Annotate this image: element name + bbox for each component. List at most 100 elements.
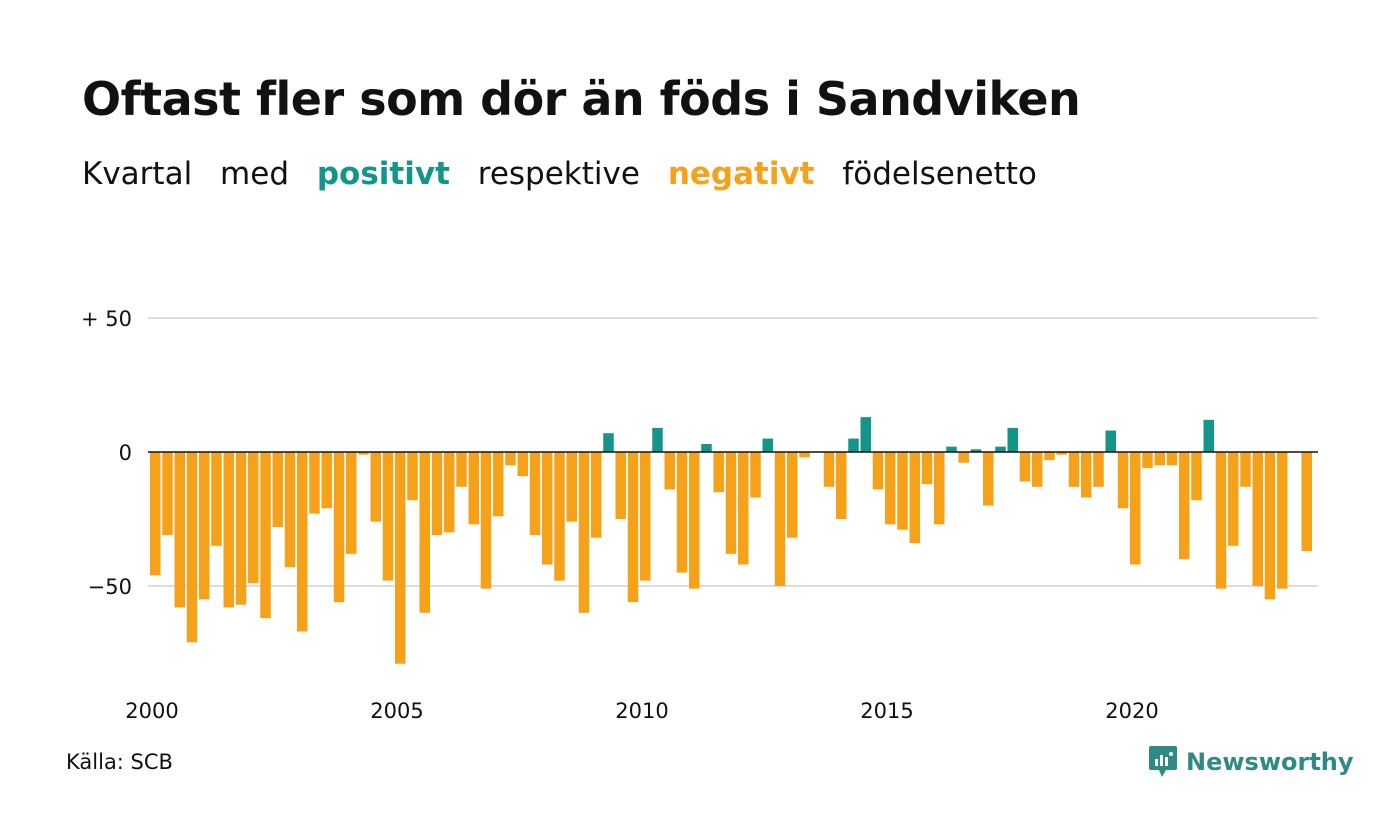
bar (284, 452, 296, 568)
y-tick-label: −50 (88, 575, 132, 599)
bar (1093, 452, 1104, 487)
bar (321, 452, 332, 509)
bar (676, 452, 688, 573)
bar (640, 452, 651, 581)
bar (848, 438, 859, 452)
bar (309, 452, 320, 514)
bar (1240, 452, 1251, 487)
bar (1032, 452, 1043, 487)
bar (1142, 452, 1153, 469)
bar (836, 452, 847, 519)
brand-logo: Newsworthy (1148, 744, 1354, 780)
y-tick-label: + 50 (81, 307, 132, 331)
bar (1191, 452, 1202, 501)
bar (431, 452, 443, 536)
bar (566, 452, 577, 522)
bar (199, 452, 210, 600)
bar (615, 452, 626, 519)
bar (909, 452, 920, 544)
bar (419, 452, 430, 613)
bar (186, 452, 198, 643)
bar (554, 452, 565, 581)
bar (493, 452, 504, 517)
bar (260, 452, 271, 619)
bar (468, 452, 479, 525)
bar (444, 452, 455, 533)
bar (333, 452, 345, 603)
bar (1117, 452, 1129, 509)
subtitle-negative-label: negativt (667, 156, 815, 192)
subtitle-word: respektive (477, 156, 640, 192)
bar (1179, 452, 1190, 560)
bar (885, 452, 896, 525)
bar (1228, 452, 1239, 546)
bar (787, 452, 798, 538)
subtitle-word: Kvartal (82, 156, 193, 192)
bar (1068, 452, 1080, 487)
bar (799, 452, 810, 458)
x-axis-ticks: 2000 2005 2010 2015 2020 (125, 699, 1158, 723)
bar (1215, 452, 1227, 589)
x-tick-label: 2010 (615, 699, 668, 723)
bar (382, 452, 394, 581)
bar (627, 452, 639, 603)
chart-title: Oftast fler som dör än föds i Sandviken (82, 72, 1081, 126)
bar (1105, 430, 1116, 452)
bar (995, 446, 1006, 452)
bar (517, 452, 528, 477)
x-tick-label: 2005 (370, 699, 423, 723)
bar (395, 452, 406, 664)
bar (958, 452, 969, 463)
bar (346, 452, 357, 554)
bar (1166, 452, 1178, 466)
bar (542, 452, 553, 565)
bar (578, 452, 590, 613)
bar (235, 452, 247, 605)
y-tick-label: 0 (119, 441, 132, 465)
bar (358, 452, 369, 455)
bar (1044, 452, 1055, 461)
bar (1301, 452, 1312, 552)
y-axis-ticks: + 50 0 −50 (81, 307, 132, 599)
bar (921, 452, 933, 485)
newsworthy-logo-icon (1149, 746, 1177, 777)
bar (174, 452, 185, 608)
bar (1019, 452, 1031, 482)
bar (652, 427, 663, 452)
bar (1081, 452, 1092, 498)
x-tick-label: 2000 (125, 699, 178, 723)
bar (162, 452, 173, 536)
bar (272, 452, 283, 528)
bar (223, 452, 234, 608)
bar (872, 452, 884, 490)
bar (750, 452, 761, 498)
bar (456, 452, 467, 487)
x-tick-label: 2015 (860, 699, 913, 723)
bar (762, 438, 773, 452)
bars (150, 417, 1312, 664)
bar (897, 452, 908, 530)
bar (970, 449, 982, 452)
bar (860, 417, 871, 452)
bar (1203, 419, 1214, 452)
subtitle-positive-label: positivt (316, 156, 450, 192)
bar (407, 452, 418, 501)
bar (480, 452, 492, 589)
bar (725, 452, 737, 554)
bar (248, 452, 259, 584)
bar (1130, 452, 1141, 565)
bar (689, 452, 700, 589)
x-tick-label: 2020 (1105, 699, 1158, 723)
source-note: Källa: SCB (66, 750, 173, 774)
bar (150, 452, 161, 576)
bar (591, 452, 602, 538)
subtitle-word: med (220, 156, 289, 192)
bar (713, 452, 724, 493)
bar (370, 452, 381, 522)
bar (934, 452, 945, 525)
bar (738, 452, 749, 565)
bar (701, 443, 712, 452)
subtitle-word: födelsenetto (842, 156, 1037, 192)
brand-name: Newsworthy (1186, 748, 1354, 776)
